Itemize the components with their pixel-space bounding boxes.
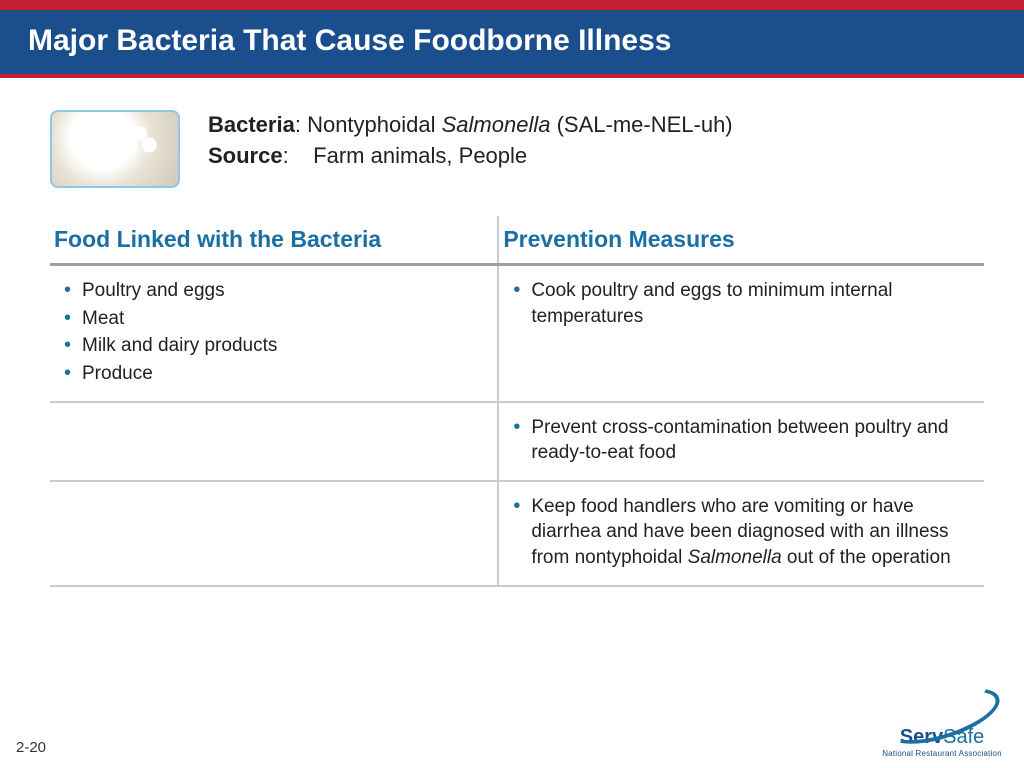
bacteria-name-pre: Nontyphoidal [307,112,442,137]
th-food-linked: Food Linked with the Bacteria [50,216,498,265]
info-row: Bacteria: Nontyphoidal Salmonella (SAL-m… [0,78,1024,198]
bacteria-name-italic: Salmonella [442,112,551,137]
list-item: Prevent cross-contamination between poul… [513,415,970,466]
source-value: Farm animals, People [313,143,527,168]
page-number: 2-20 [16,739,46,756]
top-red-bar [0,0,1024,10]
eggs-image [50,110,180,188]
list-item: Milk and dairy products [64,333,483,359]
cell-prevention: Prevent cross-contamination between poul… [498,402,984,481]
cell-prevention: Cook poultry and eggs to minimum interna… [498,265,984,402]
cell-prevention: Keep food handlers who are vomiting or h… [498,481,984,586]
cell-food-linked [50,402,498,481]
comparison-table: Food Linked with the Bacteria Prevention… [50,216,984,587]
logo-swoosh-icon [882,692,1002,732]
table-row: Poultry and eggsMeatMilk and dairy produ… [50,265,984,402]
page-title: Major Bacteria That Cause Foodborne Illn… [28,24,996,58]
list-item: Keep food handlers who are vomiting or h… [513,494,970,571]
comparison-table-wrap: Food Linked with the Bacteria Prevention… [0,198,1024,587]
bacteria-name-post: (SAL-me-NEL-uh) [550,112,732,137]
th-prevention: Prevention Measures [498,216,984,265]
list-item: Produce [64,361,483,387]
list-item: Meat [64,306,483,332]
list-item: Cook poultry and eggs to minimum interna… [513,278,970,329]
bacteria-label: Bacteria [208,112,295,137]
table-body: Poultry and eggsMeatMilk and dairy produ… [50,265,984,586]
cell-food-linked: Poultry and eggsMeatMilk and dairy produ… [50,265,498,402]
cell-food-linked [50,481,498,586]
bacteria-info: Bacteria: Nontyphoidal Salmonella (SAL-m… [208,110,733,172]
list-item: Poultry and eggs [64,278,483,304]
title-bar: Major Bacteria That Cause Foodborne Illn… [0,10,1024,74]
servsafe-logo: ServSafe National Restaurant Association [882,692,1002,758]
table-row: Keep food handlers who are vomiting or h… [50,481,984,586]
logo-subtitle: National Restaurant Association [882,749,1002,758]
source-label: Source [208,143,283,168]
table-row: Prevent cross-contamination between poul… [50,402,984,481]
